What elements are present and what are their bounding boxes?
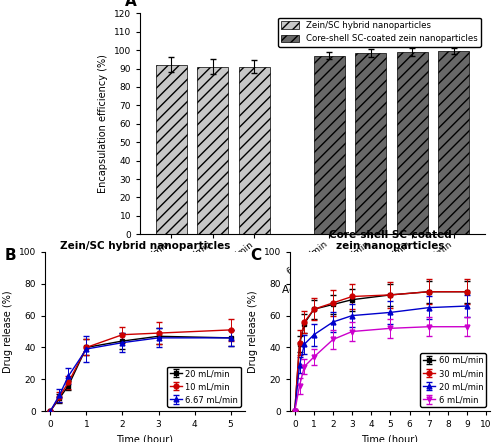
Bar <box>355 53 386 234</box>
X-axis label: Adding rate: Adding rate <box>282 285 343 295</box>
Text: C: C <box>250 248 261 263</box>
Text: A: A <box>125 0 136 9</box>
Bar <box>239 67 270 234</box>
Title: Core-shell SC-coated
zein nanoparticles: Core-shell SC-coated zein nanoparticles <box>328 229 452 251</box>
Bar <box>438 51 470 234</box>
X-axis label: Time (hour): Time (hour) <box>116 434 173 442</box>
Y-axis label: Encapsulation efficiency (%): Encapsulation efficiency (%) <box>98 54 108 193</box>
Text: B: B <box>5 248 16 263</box>
X-axis label: Time (hour): Time (hour) <box>362 434 418 442</box>
Legend: Zein/SC hybrid nanoparticles, Core-shell SC-coated zein nanoparticles: Zein/SC hybrid nanoparticles, Core-shell… <box>278 18 480 47</box>
Y-axis label: Drug release (%): Drug release (%) <box>248 290 258 373</box>
Bar <box>156 65 187 234</box>
Title: Zein/SC hybrid nanoparticles: Zein/SC hybrid nanoparticles <box>60 241 230 251</box>
Y-axis label: Drug release (%): Drug release (%) <box>3 290 13 373</box>
Legend: 20 mL/min, 10 mL/min, 6.67 mL/min: 20 mL/min, 10 mL/min, 6.67 mL/min <box>167 366 241 407</box>
Bar <box>314 56 344 234</box>
Bar <box>197 67 228 234</box>
Bar <box>396 52 428 234</box>
Legend: 60 mL/min, 30 mL/min, 20 mL/min, 6 mL/min: 60 mL/min, 30 mL/min, 20 mL/min, 6 mL/mi… <box>420 354 486 407</box>
